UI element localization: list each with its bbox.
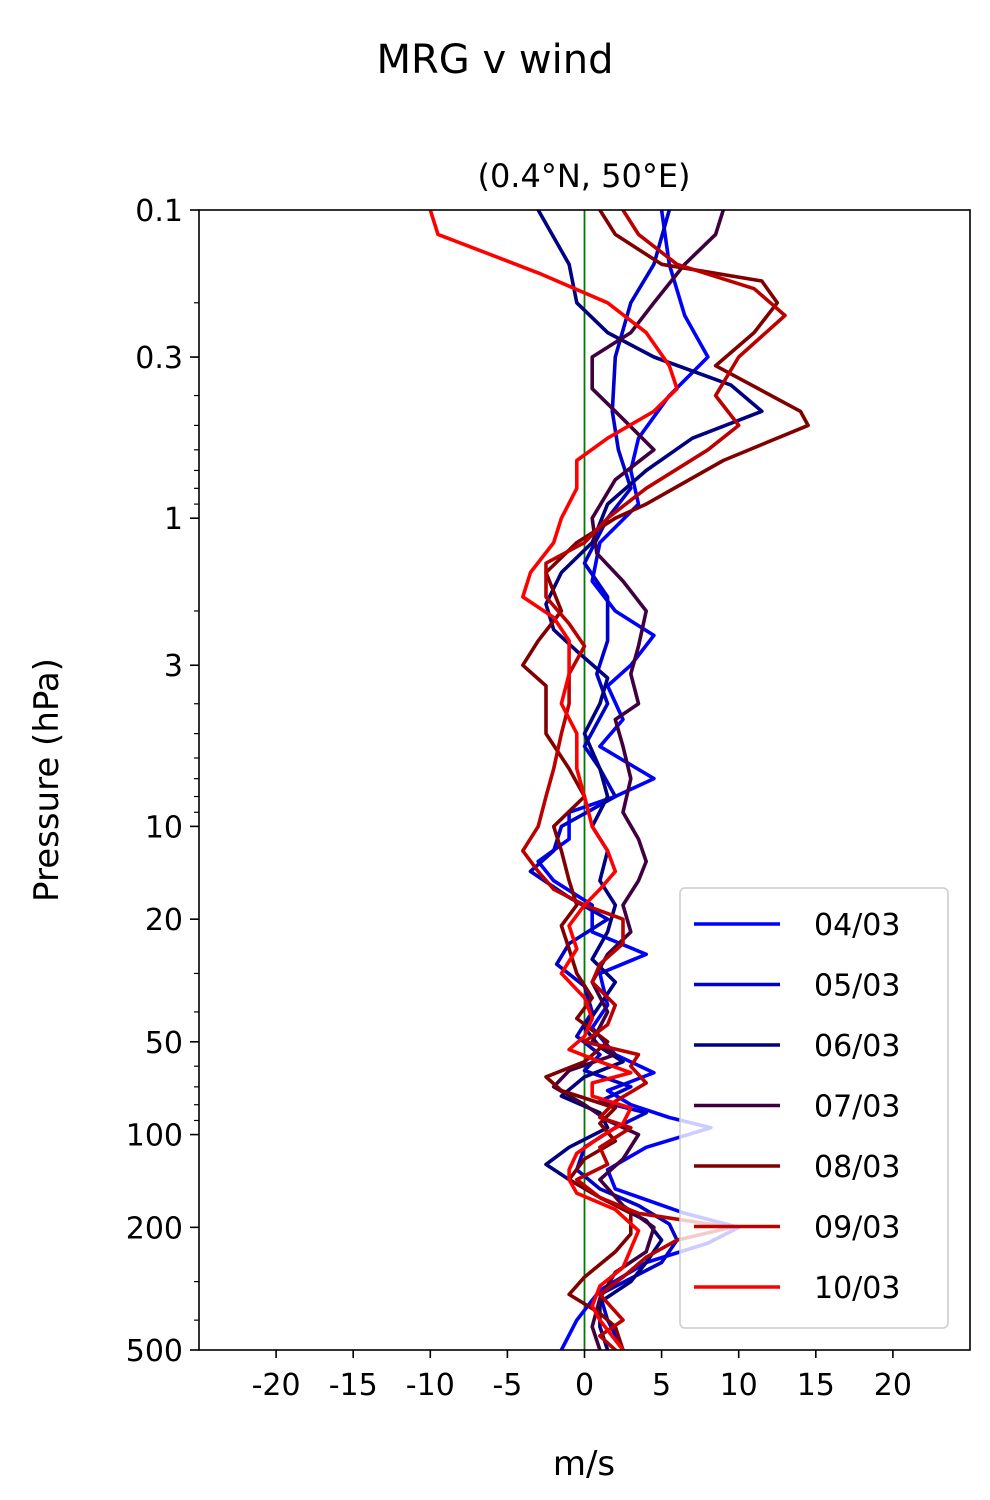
- x-tick-label: -20: [252, 1368, 301, 1403]
- legend-box: [679, 887, 949, 1329]
- series-lines: [428, 210, 810, 1350]
- legend-label: 08/03: [814, 1150, 900, 1185]
- legend-label: 07/03: [814, 1090, 900, 1125]
- y-tick-label: 20: [145, 903, 183, 938]
- y-tick-label: 50: [145, 1026, 183, 1061]
- x-tick-label: -5: [492, 1368, 522, 1403]
- plot-area: -20 -15 -10 -5 0 5 10 15 20 0.1 0.3 1 3 10 20 50 100 200 5…: [126, 194, 971, 1403]
- x-tick-label: 10: [720, 1368, 758, 1403]
- series-line-09-03: [521, 210, 787, 1350]
- series-line-10-03: [428, 210, 679, 1350]
- y-tick-label: 500: [126, 1334, 183, 1369]
- y-tick-label: 0.3: [135, 341, 183, 376]
- y-tick-label: 100: [126, 1119, 183, 1154]
- x-axis-label: m/s: [553, 1444, 615, 1484]
- y-tick-label: 200: [126, 1211, 183, 1246]
- x-tick-label: 0: [575, 1368, 594, 1403]
- legend-label: 04/03: [814, 908, 900, 943]
- y-tick-label: 0.1: [135, 194, 183, 229]
- legend-label: 05/03: [814, 969, 900, 1004]
- x-tick-label: -10: [406, 1368, 455, 1403]
- y-tick-label: 10: [145, 810, 183, 845]
- x-tick-label: -15: [329, 1368, 378, 1403]
- legend: 04/03 05/03 06/03 07/03 08/03 09/03 10/03: [679, 887, 949, 1329]
- series-line-07-03: [551, 210, 726, 1350]
- x-tick-label: 20: [874, 1368, 912, 1403]
- chart-title: (0.4°N, 50°E): [477, 157, 690, 195]
- legend-label: 09/03: [814, 1211, 900, 1246]
- x-tick-label: 5: [652, 1368, 671, 1403]
- y-tick-label: 1: [164, 502, 183, 537]
- x-tick-label: 15: [797, 1368, 835, 1403]
- legend-label: 10/03: [814, 1271, 900, 1306]
- legend-label: 06/03: [814, 1029, 900, 1064]
- chart-suptitle: MRG v wind: [377, 37, 614, 83]
- y-tick-label: 3: [164, 649, 183, 684]
- y-axis-label: Pressure (hPa): [27, 658, 67, 902]
